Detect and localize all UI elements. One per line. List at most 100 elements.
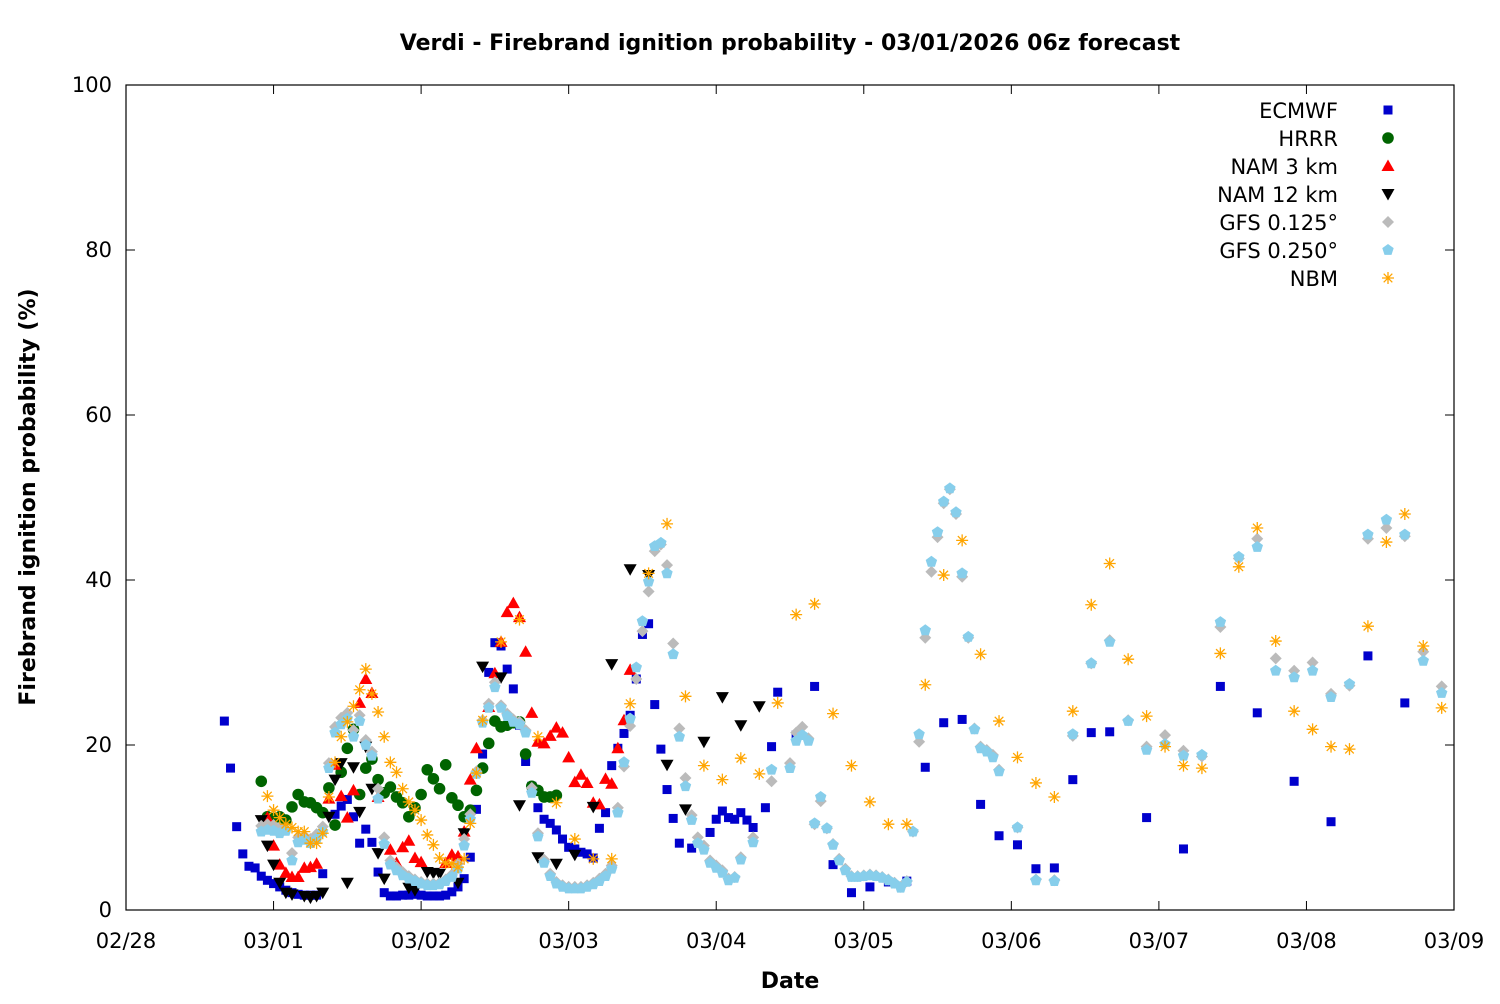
data-point-gfs-0-250	[827, 838, 839, 850]
data-point-gfs-0-250	[532, 830, 544, 842]
data-point-nam-3-km	[267, 839, 281, 851]
legend-label: GFS 0.125°	[1219, 211, 1338, 235]
data-point-nbm	[974, 648, 987, 661]
data-point-nbm	[298, 825, 311, 838]
data-point-ecmwf	[551, 825, 561, 835]
data-point-gfs-0-125	[661, 559, 674, 572]
data-point-ecmwf	[269, 879, 279, 889]
data-point-gfs-0-250	[661, 567, 673, 579]
data-point-ecmwf	[471, 804, 481, 814]
data-point-nam-3-km	[562, 750, 576, 763]
data-point-ecmwf	[244, 861, 254, 871]
data-point-ecmwf	[724, 813, 734, 823]
data-point-gfs-0-250	[495, 701, 507, 713]
data-point-nbm	[439, 856, 452, 869]
data-point-gfs-0-125	[796, 720, 809, 733]
data-point-nam-12-km	[267, 859, 281, 872]
data-point-ecmwf	[447, 887, 457, 897]
data-point-gfs-0-125	[372, 782, 385, 795]
data-point-nbm	[863, 795, 876, 808]
data-point-hrrr	[359, 762, 372, 774]
x-tick-label: 03/06	[981, 929, 1042, 953]
data-point-gfs-0-250	[1177, 749, 1190, 761]
data-point-nam-3-km	[273, 858, 287, 870]
x-tick-label: 03/04	[686, 929, 747, 953]
legend-marker-nam-3-km	[1381, 159, 1395, 171]
data-point-gfs-0-250	[372, 792, 384, 804]
data-point-gfs-0-250	[1270, 664, 1282, 676]
data-point-gfs-0-250	[458, 839, 470, 851]
data-point-ecmwf	[373, 867, 383, 877]
data-point-ecmwf	[416, 890, 426, 900]
data-point-gfs-0-125	[1380, 522, 1393, 535]
legend-label: GFS 0.250°	[1219, 239, 1338, 263]
data-point-gfs-0-250	[981, 745, 993, 757]
data-point-ecmwf	[250, 863, 260, 873]
data-point-ecmwf	[435, 891, 445, 901]
data-point-gfs-0-250	[925, 555, 938, 567]
data-point-nam-12-km	[371, 848, 385, 860]
data-point-nam-3-km	[611, 741, 625, 754]
data-point-gfs-0-250	[1306, 664, 1319, 676]
data-point-ecmwf	[1086, 728, 1096, 738]
data-point-gfs-0-250	[1140, 744, 1153, 755]
data-point-ecmwf	[238, 849, 248, 859]
data-point-nam-3-km	[408, 851, 422, 864]
x-tick-label: 03/08	[1276, 929, 1337, 953]
data-point-nbm	[1435, 701, 1448, 714]
data-point-ecmwf	[533, 803, 543, 813]
data-point-nbm	[1269, 635, 1282, 648]
data-point-ecmwf	[742, 815, 752, 825]
data-point-ecmwf	[748, 823, 758, 832]
data-point-nbm	[679, 690, 692, 703]
legend-marker-nbm	[1382, 272, 1394, 284]
data-point-nam-12-km	[678, 804, 692, 816]
data-point-nbm	[1029, 776, 1042, 789]
data-point-ecmwf	[484, 667, 494, 677]
data-point-hrrr	[255, 775, 268, 788]
data-point-nbm	[384, 756, 397, 769]
data-point-nam-12-km	[568, 849, 582, 862]
y-axis-label: Firebrand ignition probability (%)	[16, 288, 41, 705]
data-point-nbm	[476, 714, 489, 727]
data-point-ecmwf	[428, 891, 438, 901]
data-point-ecmwf	[865, 882, 875, 892]
data-point-ecmwf	[687, 843, 697, 853]
data-point-nbm	[1159, 740, 1172, 753]
data-point-gfs-0-250	[839, 864, 851, 876]
legend-label: ECMWF	[1259, 99, 1338, 123]
data-point-gfs-0-250	[606, 862, 618, 874]
data-point-nbm	[316, 827, 329, 840]
data-point-nam-12-km	[697, 736, 711, 749]
data-point-ecmwf	[226, 763, 236, 773]
data-point-nam-3-km	[310, 857, 324, 869]
series-nbm	[261, 508, 1448, 874]
data-point-gfs-0-250	[513, 718, 526, 730]
legend: ECMWF HRRR NAM 3 km NAM 12 km GFS 0.125° GFS …	[1217, 99, 1395, 291]
data-point-nam-12-km	[623, 564, 637, 576]
data-point-nbm	[267, 804, 280, 817]
data-point-ecmwf	[1326, 817, 1336, 827]
data-point-nbm	[734, 752, 747, 765]
data-point-gfs-0-250	[353, 715, 366, 726]
data-point-ecmwf	[582, 849, 592, 859]
data-point-nam-3-km	[414, 855, 428, 868]
y-tick-label: 60	[85, 403, 112, 427]
data-point-nbm	[378, 730, 391, 743]
data-point-ecmwf	[521, 757, 531, 766]
data-point-nbm	[1343, 743, 1356, 756]
data-point-hrrr	[329, 819, 341, 831]
data-point-gfs-0-250	[446, 871, 458, 882]
data-point-ecmwf	[1031, 864, 1041, 874]
data-point-nam-3-km	[519, 645, 533, 657]
data-point-gfs-0-250	[950, 506, 962, 518]
x-tick-label: 03/09	[1424, 929, 1485, 953]
data-point-gfs-0-250	[1362, 528, 1374, 540]
data-point-gfs-0-250	[987, 751, 999, 763]
data-point-ecmwf	[441, 890, 451, 900]
data-point-gfs-0-250	[956, 567, 968, 579]
data-point-nbm	[1103, 557, 1116, 570]
data-point-ecmwf	[1178, 844, 1188, 854]
data-point-gfs-0-250	[1343, 678, 1356, 689]
legend-label: NAM 12 km	[1217, 183, 1338, 207]
